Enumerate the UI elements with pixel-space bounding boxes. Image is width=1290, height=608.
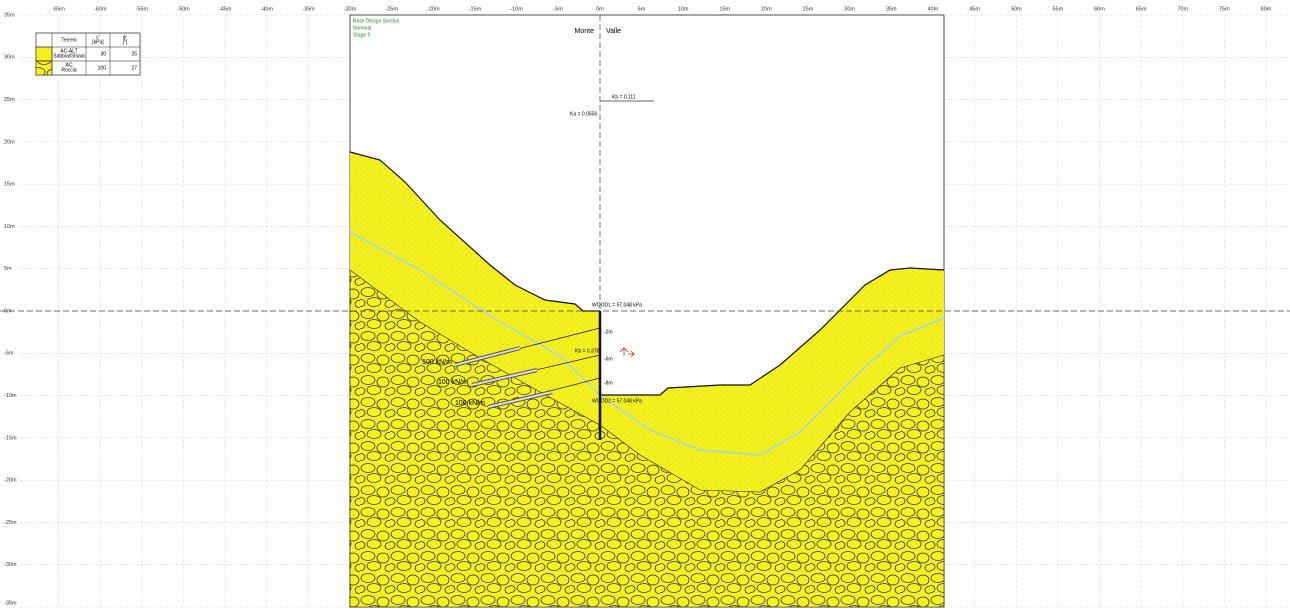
x-axis-label: -60m	[94, 6, 107, 12]
x-axis-label: -5m	[553, 6, 563, 12]
x-axis-label: 65m	[1136, 6, 1147, 12]
depth-label: -8m	[604, 380, 613, 386]
x-axis-label: -10m	[510, 6, 523, 12]
y-axis-label: -30m	[4, 562, 17, 568]
x-axis-label: -65m	[52, 6, 65, 12]
x-axis-label: -50m	[177, 6, 190, 12]
y-axis-label: -10m	[4, 393, 17, 399]
rock-layer	[349, 269, 945, 608]
soil-name: AC-ALT Sabbia/Ghiaia	[53, 49, 85, 60]
x-axis-label: 30m	[844, 6, 855, 12]
anchor-bulb	[471, 369, 538, 386]
x-axis-label: 75m	[1219, 6, 1230, 12]
annotation: Kb = 0.111	[612, 94, 636, 100]
x-axis-label: -30m	[344, 6, 357, 12]
anchor-load: 100 kN/m	[422, 359, 452, 366]
x-axis-label: -20m	[427, 6, 440, 12]
swatch	[35, 46, 53, 62]
x-axis-label: 55m	[1052, 6, 1063, 12]
water-line	[349, 231, 945, 456]
y-axis-label: -15m	[4, 435, 17, 441]
anchor-load: 100 kN/m	[455, 400, 485, 407]
annotation: WOOD2 = 57.048 kPa	[592, 398, 642, 404]
y-axis-label: -35m	[4, 600, 17, 606]
y-axis-label: -20m	[4, 478, 17, 484]
y-axis-label: -5m	[4, 351, 14, 357]
stage-info: Base Design Section	[353, 18, 400, 24]
legend	[35, 32, 141, 76]
legend-rules	[36, 33, 140, 75]
soil-phi: 27	[131, 65, 137, 71]
x-axis-label: -35m	[302, 6, 315, 12]
x-axis-label: 45m	[969, 6, 980, 12]
soil-name: AC Roccia	[61, 63, 77, 74]
x-axis-label: -15m	[469, 6, 482, 12]
anchor-bulb	[487, 391, 553, 408]
x-axis-label: 0m	[596, 6, 604, 12]
stage-info: Stage 9	[353, 32, 370, 38]
x-axis-label: 5m	[638, 6, 646, 12]
x-axis-label: 40m	[928, 6, 939, 12]
x-axis-label: 20m	[761, 6, 772, 12]
soil-phi: 25	[131, 51, 137, 57]
stage-info: Nominal	[353, 25, 371, 31]
y-axis-label: 10m	[4, 224, 15, 230]
x-axis-label: 50m	[1011, 6, 1022, 12]
x-axis-label: -55m	[136, 6, 149, 12]
x-axis-label: 80m	[1261, 6, 1272, 12]
x-axis-label: 70m	[1177, 6, 1188, 12]
side-label: Valle	[606, 28, 621, 35]
anchor-bulb	[454, 347, 521, 366]
depth-label: -2m	[604, 329, 613, 335]
legend-box	[35, 32, 141, 76]
x-axis-label: 15m	[719, 6, 730, 12]
side-label: Monte	[575, 28, 595, 35]
load-arrows	[619, 347, 635, 358]
legend-header: Terreni	[61, 37, 76, 43]
anchor-load: 100 kN/m	[438, 379, 468, 386]
x-axis-label: -45m	[219, 6, 232, 12]
y-axis-label: 25m	[4, 97, 15, 103]
soil-c: 100	[98, 65, 107, 71]
legend-header: c' [kPa]	[92, 35, 104, 46]
annotation: WOOD1 = 57.048 kPa	[592, 302, 642, 308]
y-axis-label: 15m	[4, 182, 15, 188]
x-axis-label: 10m	[678, 6, 689, 12]
x-axis-label: -25m	[385, 6, 398, 12]
x-axis-label: -40m	[261, 6, 274, 12]
x-axis-label: 35m	[886, 6, 897, 12]
legend-header: φ' [°]	[123, 35, 128, 46]
y-axis-label: 5m	[4, 266, 12, 272]
annotation: Kb = 0.378	[575, 348, 600, 354]
ground-surface	[349, 151, 600, 312]
y-axis-label: -25m	[4, 520, 17, 526]
y-axis-label: 0m	[4, 308, 12, 314]
excavation-surface	[600, 267, 945, 396]
y-axis-label: 35m	[4, 12, 15, 18]
swatch	[35, 60, 53, 76]
depth-label: -6m	[604, 356, 613, 362]
x-axis-label: 60m	[1094, 6, 1105, 12]
annotation: Ka = 0.0556	[570, 111, 597, 117]
soil-c: 30	[100, 51, 106, 57]
y-axis-label: 30m	[4, 55, 15, 61]
y-axis-label: 20m	[4, 139, 15, 145]
x-axis-label: 25m	[803, 6, 814, 12]
